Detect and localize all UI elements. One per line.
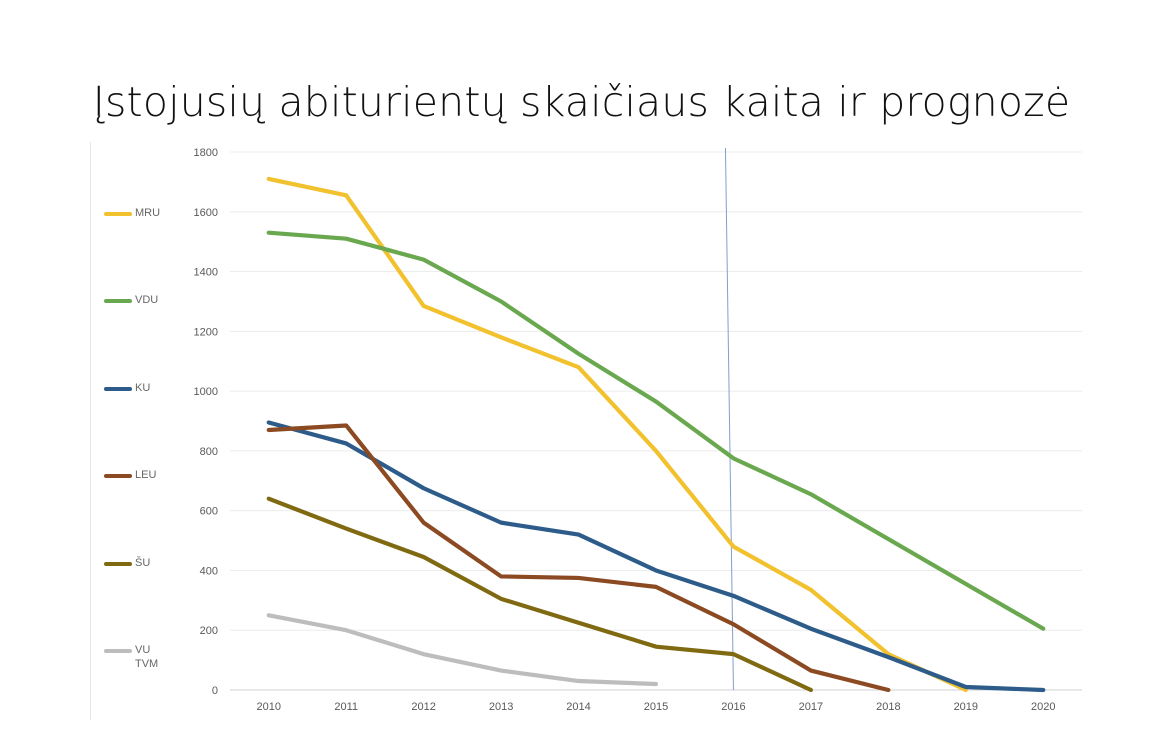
legend-label-ku: KU	[135, 382, 151, 394]
x-tick-label: 2013	[489, 701, 513, 713]
legend-item-vdu: VDU	[104, 293, 158, 307]
series-line-ku	[266, 420, 1046, 693]
legend-swatch-su	[104, 562, 132, 566]
x-tick-label: 2015	[644, 701, 668, 713]
forecast-divider	[724, 147, 734, 691]
y-tick-label: 1000	[194, 386, 218, 398]
legend-swatch-ku	[104, 387, 132, 391]
legend-item-vu-tvm: VU TVM	[104, 643, 158, 671]
x-tick-label: 2012	[411, 701, 435, 713]
legend-swatch-vu-tvm	[104, 649, 132, 653]
x-tick-label: 2010	[256, 701, 280, 713]
y-tick-label: 1800	[194, 147, 218, 159]
legend-item-su: ŠU	[104, 556, 150, 570]
y-tick-label: 0	[212, 685, 218, 697]
legend-item-leu: LEU	[104, 468, 156, 482]
y-tick-label: 1600	[194, 207, 218, 219]
x-tick-label: 2020	[1031, 701, 1055, 713]
forecast-divider-line	[724, 147, 734, 691]
legend-item-ku: KU	[104, 381, 150, 395]
legend-label-vu-tvm: VU TVM	[135, 644, 159, 670]
x-tick-label: 2011	[334, 701, 358, 713]
x-tick-label: 2014	[566, 701, 590, 713]
legend-label-leu: LEU	[135, 469, 157, 481]
legend-swatch-vdu	[104, 299, 132, 303]
gridlines	[230, 151, 1082, 691]
slide-divider	[90, 142, 91, 720]
legend-item-mru: MRU	[104, 206, 160, 220]
y-tick-label: 800	[200, 446, 218, 458]
x-tick-label: 2018	[876, 701, 900, 713]
legend-swatch-leu	[104, 474, 132, 478]
axis-ticks: 0 200 400 600 800 1000 1200 1400 1600 1800 2010 201…	[194, 147, 1056, 713]
series-line-vu-tvm	[266, 613, 659, 687]
series-line-šu	[266, 496, 814, 693]
y-tick-label: 200	[200, 625, 218, 637]
y-tick-label: 400	[200, 565, 218, 577]
y-tick-label: 1400	[194, 267, 218, 279]
y-tick-label: 600	[200, 506, 218, 518]
legend-label-su: ŠU	[135, 557, 151, 569]
y-tick-label: 1200	[194, 326, 218, 338]
series-line-leu	[266, 423, 891, 693]
chart-legend: MRU VDU KU LEU ŠU VU TVM	[104, 190, 184, 690]
x-tick-label: 2017	[799, 701, 823, 713]
legend-swatch-mru	[104, 212, 132, 216]
series-lines	[266, 176, 1046, 693]
x-tick-label: 2016	[721, 701, 745, 713]
x-tick-label: 2019	[954, 701, 978, 713]
series-line-vdu	[266, 230, 1046, 631]
legend-label-mru: MRU	[135, 207, 161, 219]
legend-label-vdu: VDU	[135, 294, 159, 306]
series-line-mru	[266, 176, 968, 693]
slide-title: Įstojusių abiturientų skaičiaus kaita ir…	[92, 78, 1071, 126]
